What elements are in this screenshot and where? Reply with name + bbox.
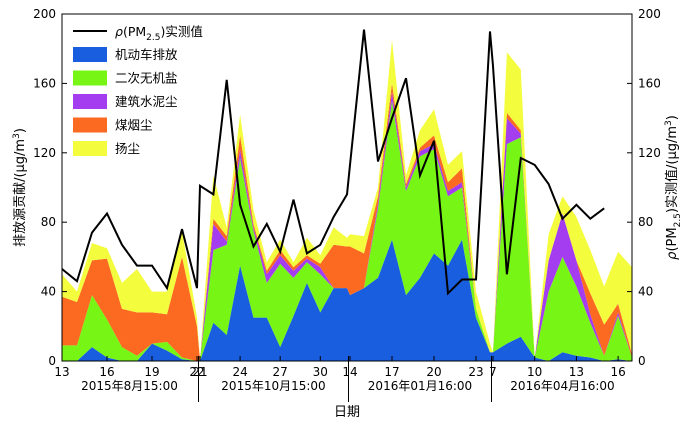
legend-label-3: 建筑水泥尘 xyxy=(115,94,178,109)
y-tick-label-right: 200 xyxy=(638,7,661,21)
legend-observed-rho: ρ xyxy=(115,24,123,39)
y-axis-title-right-pm: (PM xyxy=(665,227,680,251)
x-tick-label: 24 xyxy=(232,365,247,379)
period-label: 2016年01月16:00 xyxy=(368,379,472,393)
y-tick-label-left: 0 xyxy=(48,354,56,368)
y-tick-label-left: 160 xyxy=(33,76,56,90)
legend-observed-rest: )实测值 xyxy=(160,24,202,39)
y-axis-title-right-close: ) xyxy=(665,115,680,120)
stacked-areas xyxy=(62,40,632,362)
x-tick-label: 10 xyxy=(527,365,542,379)
x-tick-label: 13 xyxy=(569,365,584,379)
y-axis-title-left-sup: 3 xyxy=(12,133,22,139)
legend-observed-sub: 2.5 xyxy=(146,33,160,43)
legend-swatch-5 xyxy=(73,141,107,156)
legend-label-4: 煤烟尘 xyxy=(115,118,153,133)
period-label: 2015年10月15:00 xyxy=(221,379,325,393)
x-tick-label: 21 xyxy=(192,365,207,379)
x-tick-label: 7 xyxy=(489,365,497,379)
y-tick-label-right: 80 xyxy=(638,215,653,229)
y-tick-label-right: 40 xyxy=(638,285,653,299)
legend-swatch-3 xyxy=(73,94,107,109)
plot-frame xyxy=(61,13,633,362)
y-tick-label-left: 200 xyxy=(33,7,56,21)
y-tick-label-left: 80 xyxy=(41,215,56,229)
legend-swatch-1 xyxy=(73,47,107,62)
x-tick-label: 16 xyxy=(610,365,625,379)
legend-label-1: 机动车排放 xyxy=(115,47,178,62)
area-series-2 xyxy=(62,100,632,362)
y-tick-label-right: 0 xyxy=(638,354,646,368)
x-tick-label: 16 xyxy=(99,365,114,379)
legend-swatch-4 xyxy=(73,117,107,133)
y-tick-label-right: 160 xyxy=(638,76,661,90)
area-series-4 xyxy=(62,83,632,362)
x-tick-label: 14 xyxy=(342,365,357,379)
y-tick-label-left: 40 xyxy=(41,285,56,299)
y-tick-label-left: 120 xyxy=(33,146,56,160)
x-tick-label: 13 xyxy=(54,365,69,379)
x-tick-label: 23 xyxy=(468,365,483,379)
legend-label-observed: ρ(PM2.5)实测值 xyxy=(115,24,203,43)
x-tick-label: 22 xyxy=(189,365,204,379)
legend-label-2: 二次无机盐 xyxy=(115,71,178,86)
x-tick-label: 19 xyxy=(144,365,159,379)
y-axis-title-right-sup: 3 xyxy=(664,120,674,126)
period-label: 2015年8月15:00 xyxy=(81,379,178,393)
x-tick-label: 20 xyxy=(426,365,441,379)
legend-observed-pm: (PM xyxy=(123,24,146,39)
y-axis-title-right: ρ(PM2.5)实测值/(μg/m3) xyxy=(664,115,683,260)
y-tick-label-right: 120 xyxy=(638,146,661,160)
legend-swatch-2 xyxy=(73,70,107,86)
x-axis-title: 日期 xyxy=(334,405,360,420)
y-axis-title-left-text: 排放源贡献/(μg/m xyxy=(13,139,28,247)
x-tick-label: 17 xyxy=(384,365,399,379)
observed-pm25-line xyxy=(61,29,605,296)
y-axis-title-right-rho: ρ xyxy=(665,251,680,260)
x-tick-label: 30 xyxy=(313,365,328,379)
y-axis-title-left-close: ) xyxy=(13,128,28,133)
period-label: 2016年04月16:00 xyxy=(510,379,614,393)
legend-label-5: 扬尘 xyxy=(115,141,140,156)
y-axis-title-right-text: )实测值/(μg/m xyxy=(664,126,680,213)
y-axis-title-right-sub: 2.5 xyxy=(673,213,683,227)
area-series-1 xyxy=(62,239,632,361)
x-tick-label: 27 xyxy=(273,365,288,379)
y-axis-title-left: 排放源贡献/(μg/m3) xyxy=(12,128,28,247)
